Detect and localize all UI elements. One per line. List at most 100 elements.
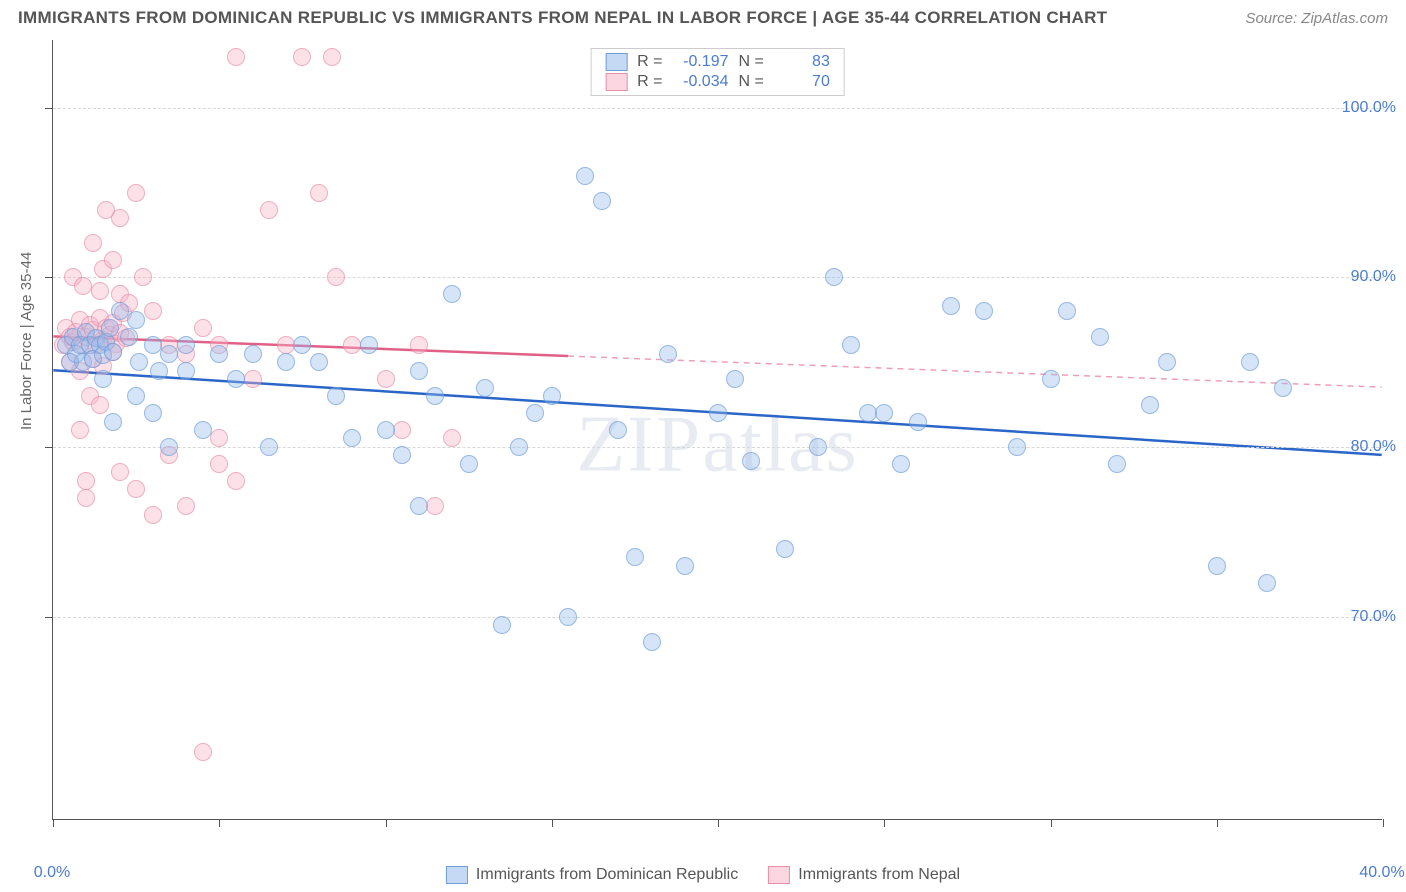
data-point bbox=[77, 489, 95, 507]
data-point bbox=[144, 336, 162, 354]
data-point bbox=[120, 328, 138, 346]
data-point bbox=[892, 455, 910, 473]
data-point bbox=[94, 370, 112, 388]
data-point bbox=[426, 387, 444, 405]
data-point bbox=[377, 421, 395, 439]
data-point bbox=[1108, 455, 1126, 473]
data-point bbox=[244, 345, 262, 363]
data-point bbox=[77, 472, 95, 490]
y-axis-label: In Labor Force | Age 35-44 bbox=[18, 252, 35, 430]
legend-item: Immigrants from Dominican Republic bbox=[446, 866, 738, 884]
gridline-h bbox=[53, 447, 1384, 448]
data-point bbox=[1058, 302, 1076, 320]
gridline-h bbox=[53, 277, 1384, 278]
data-point bbox=[825, 268, 843, 286]
data-point bbox=[593, 192, 611, 210]
data-point bbox=[659, 345, 677, 363]
x-tick bbox=[386, 819, 387, 827]
swatch-pink bbox=[605, 73, 627, 91]
gridline-h bbox=[53, 617, 1384, 618]
y-tick-label: 80.0% bbox=[1351, 438, 1396, 456]
data-point bbox=[97, 201, 115, 219]
source-attribution: Source: ZipAtlas.com bbox=[1245, 10, 1388, 27]
data-point bbox=[293, 48, 311, 66]
data-point bbox=[71, 421, 89, 439]
chart-title: IMMIGRANTS FROM DOMINICAN REPUBLIC VS IM… bbox=[18, 8, 1107, 28]
x-tick-label: 40.0% bbox=[1359, 864, 1404, 882]
data-point bbox=[410, 336, 428, 354]
data-point bbox=[177, 362, 195, 380]
data-point bbox=[476, 379, 494, 397]
data-point bbox=[144, 302, 162, 320]
data-point bbox=[526, 404, 544, 422]
x-tick bbox=[53, 819, 54, 827]
n-label: N = bbox=[739, 53, 764, 71]
data-point bbox=[1208, 557, 1226, 575]
x-tick bbox=[884, 819, 885, 827]
data-point bbox=[609, 421, 627, 439]
data-point bbox=[177, 497, 195, 515]
data-point bbox=[327, 387, 345, 405]
data-point bbox=[643, 633, 661, 651]
data-point bbox=[510, 438, 528, 456]
data-point bbox=[1141, 396, 1159, 414]
data-point bbox=[942, 297, 960, 315]
x-tick bbox=[552, 819, 553, 827]
data-point bbox=[676, 557, 694, 575]
plot-area: ZIPatlas R = -0.197 N = 83 R = -0.034 N … bbox=[52, 40, 1382, 820]
data-point bbox=[160, 438, 178, 456]
series-legend: Immigrants from Dominican Republic Immig… bbox=[446, 866, 960, 884]
data-point bbox=[194, 743, 212, 761]
data-point bbox=[809, 438, 827, 456]
data-point bbox=[74, 277, 92, 295]
data-point bbox=[104, 413, 122, 431]
data-point bbox=[1241, 353, 1259, 371]
data-point bbox=[393, 446, 411, 464]
legend-row: R = -0.197 N = 83 bbox=[605, 53, 830, 71]
data-point bbox=[1274, 379, 1292, 397]
data-point bbox=[177, 336, 195, 354]
data-point bbox=[1008, 438, 1026, 456]
data-point bbox=[111, 463, 129, 481]
data-point bbox=[323, 48, 341, 66]
data-point bbox=[104, 251, 122, 269]
data-point bbox=[626, 548, 644, 566]
data-point bbox=[127, 184, 145, 202]
data-point bbox=[742, 452, 760, 470]
x-tick bbox=[1383, 819, 1384, 827]
data-point bbox=[194, 319, 212, 337]
data-point bbox=[443, 429, 461, 447]
data-point bbox=[277, 353, 295, 371]
data-point bbox=[310, 353, 328, 371]
data-point bbox=[91, 282, 109, 300]
data-point bbox=[360, 336, 378, 354]
data-point bbox=[576, 167, 594, 185]
data-point bbox=[709, 404, 727, 422]
trend-lines bbox=[53, 40, 1382, 819]
title-bar: IMMIGRANTS FROM DOMINICAN REPUBLIC VS IM… bbox=[0, 0, 1406, 36]
swatch-pink bbox=[768, 866, 790, 884]
data-point bbox=[1258, 574, 1276, 592]
y-tick bbox=[45, 108, 53, 109]
data-point bbox=[1091, 328, 1109, 346]
y-tick bbox=[45, 277, 53, 278]
data-point bbox=[260, 201, 278, 219]
data-point bbox=[130, 353, 148, 371]
swatch-blue bbox=[605, 53, 627, 71]
data-point bbox=[310, 184, 328, 202]
data-point bbox=[377, 370, 395, 388]
y-tick bbox=[45, 447, 53, 448]
r-label: R = bbox=[637, 73, 662, 91]
data-point bbox=[460, 455, 478, 473]
data-point bbox=[127, 387, 145, 405]
x-tick bbox=[219, 819, 220, 827]
gridline-h bbox=[53, 108, 1384, 109]
data-point bbox=[227, 48, 245, 66]
data-point bbox=[111, 302, 129, 320]
data-point bbox=[144, 506, 162, 524]
legend-row: R = -0.034 N = 70 bbox=[605, 73, 830, 91]
legend-label: Immigrants from Nepal bbox=[798, 866, 960, 884]
x-tick-label: 0.0% bbox=[34, 864, 70, 882]
data-point bbox=[210, 345, 228, 363]
data-point bbox=[393, 421, 411, 439]
